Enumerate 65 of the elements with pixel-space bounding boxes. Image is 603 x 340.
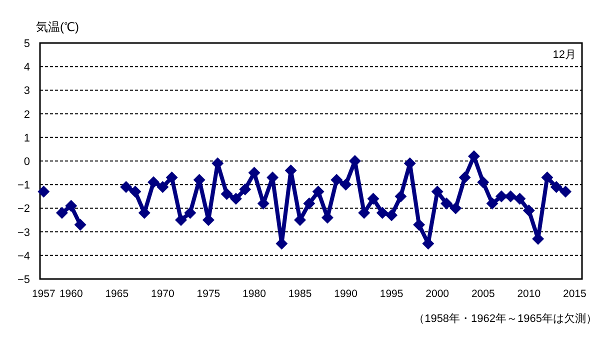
x-tick-label: 1970 <box>151 288 175 300</box>
x-tick-label: 1990 <box>334 288 358 300</box>
point <box>120 180 132 193</box>
x-tick-label: 2010 <box>517 288 541 300</box>
point <box>56 206 68 219</box>
point <box>413 218 426 231</box>
point <box>504 190 517 202</box>
y-axis-title: 気温(℃) <box>36 20 79 34</box>
point <box>458 172 471 184</box>
y-tick-label: 1 <box>24 132 30 144</box>
point <box>248 166 260 179</box>
x-tick-label: 1980 <box>242 288 266 300</box>
point <box>495 190 508 202</box>
point <box>303 197 316 210</box>
x-tick-label: 1965 <box>105 288 129 300</box>
point <box>486 197 498 210</box>
x-tick-label: 1975 <box>196 288 220 300</box>
x-tick-label: 1960 <box>59 288 83 300</box>
y-tick-label: 3 <box>24 85 30 98</box>
point <box>330 174 343 186</box>
point <box>394 190 407 202</box>
point <box>468 150 480 162</box>
x-tick-label: 2000 <box>426 288 450 300</box>
x-tick-label: 1957 <box>32 288 56 300</box>
point <box>550 180 562 193</box>
point <box>166 172 178 184</box>
text: （1958年・1962年～1965年は欠測） <box>414 313 597 325</box>
point <box>514 192 526 205</box>
y-tick-label: −1 <box>17 180 30 192</box>
point <box>541 172 554 184</box>
point <box>560 186 572 198</box>
x-tick-label: 1985 <box>288 288 312 300</box>
y-tick-label: 0 <box>24 156 30 168</box>
point <box>312 186 324 198</box>
y-tick-label: 5 <box>24 38 30 50</box>
point <box>174 214 187 226</box>
y-tick-label: −3 <box>17 226 30 239</box>
point <box>230 192 242 205</box>
point <box>477 176 490 188</box>
point <box>522 204 535 217</box>
point <box>129 186 142 198</box>
x-tick-label: 2005 <box>471 288 495 300</box>
annotation: 12月 <box>552 49 576 61</box>
point <box>376 206 388 219</box>
point <box>156 180 169 193</box>
y-tick-label: 2 <box>24 108 30 121</box>
point <box>367 192 380 205</box>
point <box>74 218 86 231</box>
point <box>184 206 196 219</box>
y-tick-label: −2 <box>17 203 30 216</box>
point <box>431 186 444 198</box>
point <box>65 200 78 212</box>
point <box>340 178 352 191</box>
point <box>239 183 252 196</box>
x-tick-label: 1995 <box>380 288 404 300</box>
point <box>220 188 233 200</box>
y-tick-label: −4 <box>17 250 30 262</box>
y-tick-label: 4 <box>24 62 30 74</box>
x-tick-label: 2015 <box>562 288 587 300</box>
point <box>386 209 398 222</box>
point <box>38 186 50 198</box>
y-tick-label: −5 <box>17 274 30 286</box>
point <box>148 176 160 188</box>
point <box>440 197 452 210</box>
point <box>450 202 462 214</box>
